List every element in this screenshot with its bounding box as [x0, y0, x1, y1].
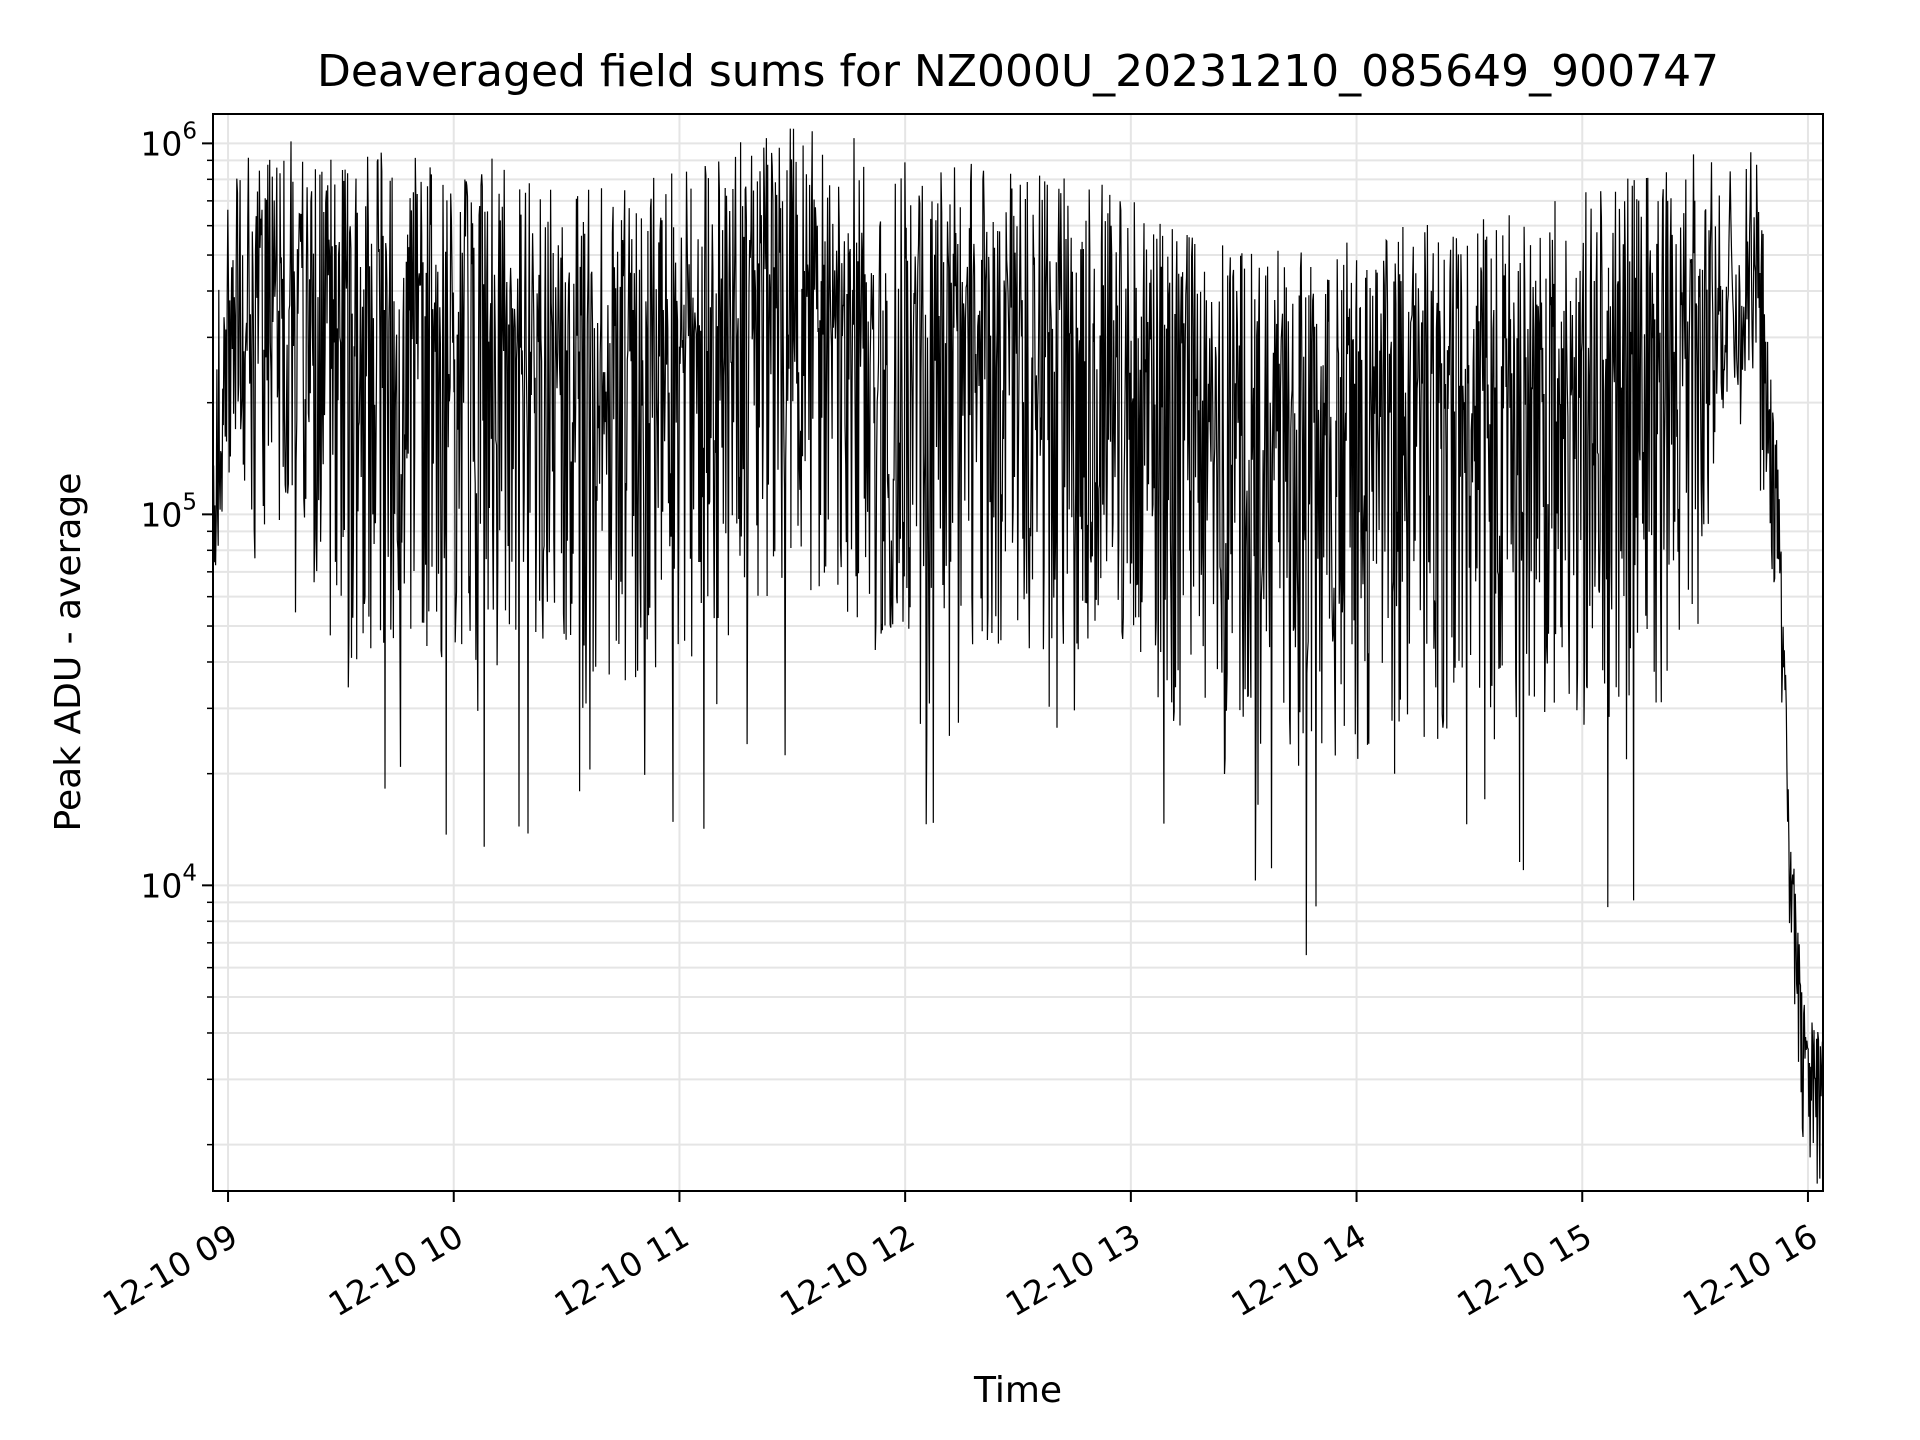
x-tick-label: 12-10 14 [1225, 1216, 1373, 1324]
plot-area [212, 128, 1824, 1184]
x-tick-label: 12-10 12 [773, 1216, 921, 1324]
x-tick-label: 12-10 09 [96, 1216, 244, 1324]
x-tick-label: 12-10 13 [999, 1216, 1147, 1324]
y-axis-label: Peak ADU - average [48, 473, 89, 832]
x-tick-label: 12-10 15 [1450, 1216, 1598, 1324]
y-axis: 104 105 106 [140, 118, 213, 1146]
x-tick-label: 12-10 10 [322, 1216, 470, 1324]
chart-title: Deaveraged field sums for NZ000U_2023121… [317, 46, 1719, 97]
y-tick-label: 106 [140, 118, 197, 163]
x-tick-label: 12-10 11 [547, 1216, 695, 1324]
y-tick-label: 104 [140, 860, 197, 905]
grid [213, 114, 1823, 1191]
x-tick-label: 12-10 16 [1676, 1216, 1824, 1324]
y-tick-label: 105 [140, 489, 197, 534]
plot-frame [212, 113, 1824, 1192]
series-line [212, 128, 1824, 1184]
x-axis: 12-10 09 12-10 10 12-10 11 12-10 12 12-10 13… [96, 1191, 1824, 1324]
x-axis-label: Time [973, 1370, 1062, 1411]
